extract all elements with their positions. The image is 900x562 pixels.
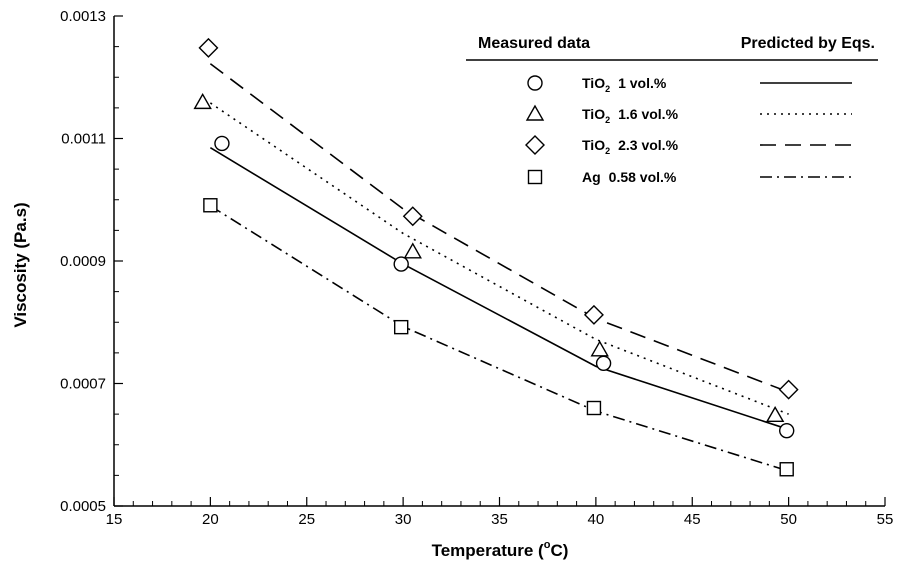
- x-tick-label: 35: [491, 511, 508, 528]
- predicted-line-ag-0.58: [209, 205, 789, 472]
- legend: Measured data Predicted by Eqs. TiO2 1 vo…: [466, 35, 878, 185]
- measured-point-tio2-1.6: [765, 405, 785, 423]
- legend-marker-ag-0.58: [527, 169, 543, 185]
- legend-label-tio2-1: TiO2 1 vol.%: [582, 75, 667, 94]
- measured-point-tio2-1.6: [193, 92, 212, 110]
- x-tick-label: 15: [106, 511, 123, 528]
- measured-point-tio2-2.3: [778, 379, 799, 400]
- measured-point-tio2-1.6: [403, 242, 422, 259]
- x-tick-label: 50: [780, 511, 797, 528]
- y-tick-label: 0.0013: [60, 8, 106, 25]
- series-lines: [209, 63, 789, 472]
- legend-label-tio2-1.6: TiO2 1.6 vol.%: [582, 106, 679, 125]
- measured-point-tio2-1: [595, 355, 612, 371]
- measured-point-tio2-2.3: [198, 37, 219, 58]
- measured-point-ag-0.58: [203, 198, 218, 213]
- y-tick-label: 0.0005: [60, 498, 106, 515]
- legend-label-ag-0.58: Ag 0.58 vol.%: [582, 169, 677, 185]
- y-tick-label: 0.0007: [60, 376, 106, 393]
- legend-rows: TiO2 1 vol.% TiO2 1.6 vol.% TiO2 2.3 vol.% Ag 0…: [525, 75, 852, 185]
- x-tick-label: 20: [202, 511, 219, 528]
- x-axis-title: Temperature (oC): [432, 539, 569, 560]
- axis-ticks: 15 20 25 30 35 40 45 50 55 0.0005 0.0007 0.0009 0.00…: [60, 8, 893, 528]
- series-markers: [193, 37, 799, 477]
- y-tick-label: 0.0009: [60, 253, 106, 270]
- measured-point-ag-0.58: [779, 462, 794, 477]
- measured-point-tio2-2.3: [402, 206, 423, 227]
- x-tick-label: 45: [684, 511, 701, 528]
- predicted-line-tio2-1: [209, 147, 789, 431]
- x-tick-label: 25: [298, 511, 315, 528]
- x-tick-label: 40: [588, 511, 605, 528]
- measured-point-tio2-1: [214, 135, 230, 152]
- y-tick-label: 0.0011: [61, 131, 106, 148]
- measured-point-ag-0.58: [586, 400, 602, 416]
- x-tick-label: 30: [395, 511, 412, 528]
- measured-point-tio2-1.6: [590, 340, 609, 357]
- legend-header-predicted: Predicted by Eqs.: [741, 35, 875, 52]
- legend-header-measured: Measured data: [478, 35, 590, 52]
- y-axis-title: Viscosity (Pa.s): [11, 202, 30, 327]
- measured-point-ag-0.58: [393, 319, 409, 335]
- measured-point-tio2-1: [778, 422, 795, 439]
- measured-point-tio2-2.3: [583, 304, 604, 325]
- measured-point-tio2-1: [393, 256, 409, 272]
- legend-marker-tio2-2.3: [525, 135, 545, 155]
- legend-marker-tio2-1.6: [525, 104, 545, 121]
- legend-label-tio2-2.3: TiO2 2.3 vol.%: [582, 137, 679, 156]
- predicted-line-tio2-2.3: [209, 63, 789, 393]
- legend-marker-tio2-1: [527, 75, 543, 91]
- degree-symbol: o: [544, 539, 551, 551]
- x-tick-label: 55: [877, 511, 894, 528]
